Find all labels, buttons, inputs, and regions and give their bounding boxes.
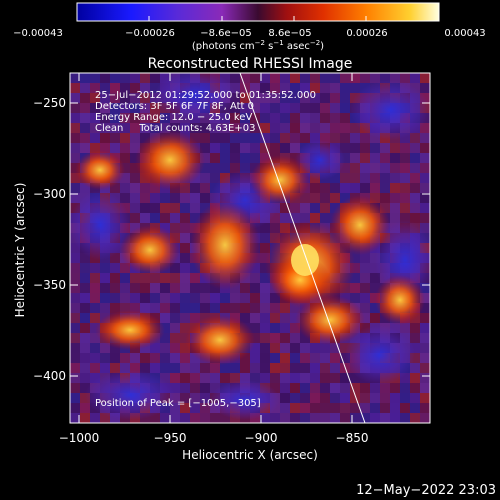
observation-info-line: Clean Total counts: 4.63E+03 — [95, 123, 255, 134]
y-axis-ticks — [70, 102, 430, 377]
colorbar-tick-label: 0.00043 — [444, 28, 485, 39]
solar-limb-line — [239, 73, 366, 423]
y-axis-label: Heliocentric Y (arcsec) — [13, 183, 27, 318]
colorbar-tick-label: −8.6e−05 — [200, 28, 252, 39]
plot-title: Reconstructed RHESSI Image — [148, 56, 353, 72]
x-tick-label: −950 — [154, 431, 187, 445]
colorbar-tick-label: −0.00043 — [13, 28, 63, 39]
x-tick-label: −900 — [245, 431, 278, 445]
colorbar-tick-label: 8.6e−05 — [268, 28, 311, 39]
colorbar-tick-label: 0.00026 — [346, 28, 387, 39]
colorbar-tick-label: −0.00026 — [125, 28, 175, 39]
colorbar — [76, 2, 440, 22]
y-axis-tick-labels: −250 −300 −350 −400 — [33, 96, 66, 383]
x-axis-label: Heliocentric X (arcsec) — [182, 448, 318, 462]
x-axis-ticks — [78, 73, 353, 423]
y-tick-label: −400 — [33, 369, 66, 383]
y-tick-label: −350 — [33, 278, 66, 292]
x-tick-label: −850 — [336, 431, 369, 445]
observation-info-line: 25−Jul−2012 01:29:52.000 to 01:35:52.000 — [95, 90, 316, 101]
y-tick-label: −300 — [33, 187, 66, 201]
y-tick-label: −250 — [33, 96, 66, 110]
xray-image — [70, 73, 430, 423]
observation-info: 25−Jul−2012 01:29:52.000 to 01:35:52.000… — [95, 90, 316, 134]
colorbar-units: (photons cm−2 s−1 asec−2) — [192, 39, 324, 52]
colorbar-tick-labels: −0.00043 −0.00026 −8.6e−05 8.6e−05 0.000… — [13, 28, 486, 39]
observation-info-line: Detectors: 3F 5F 6F 7F 8F, Att 0 — [95, 101, 254, 112]
footer-timestamp: 12−May−2022 23:03 — [356, 483, 496, 498]
observation-info-line: Energy Range: 12.0 − 25.0 keV — [95, 112, 252, 123]
x-tick-label: −1000 — [59, 431, 100, 445]
peak-position-label: Position of Peak = [−1005,−305] — [95, 398, 261, 409]
colorbar-ticks — [76, 16, 440, 21]
plot-frame — [69, 72, 431, 424]
x-axis-tick-labels: −1000 −950 −900 −850 — [59, 431, 369, 445]
